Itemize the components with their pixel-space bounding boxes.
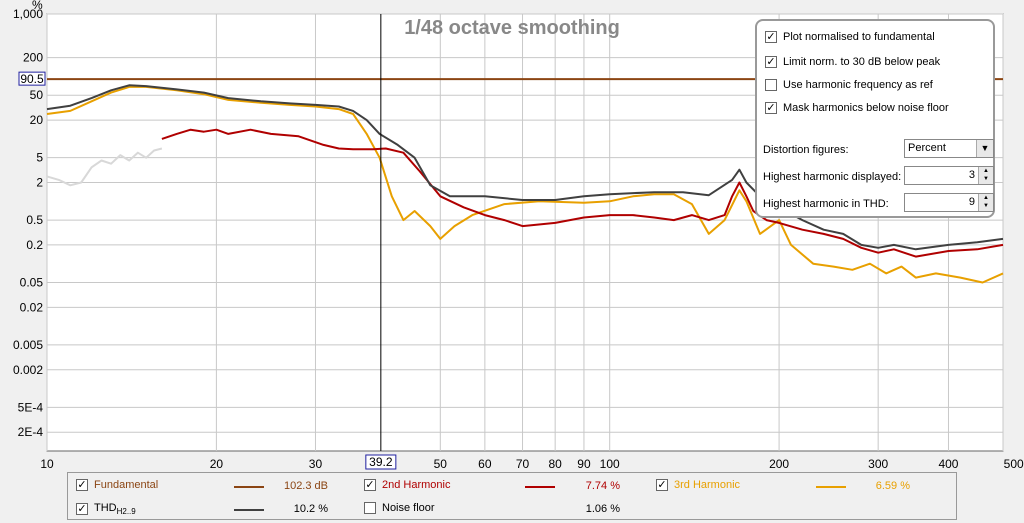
- legend-noise-floor[interactable]: Noise floor: [364, 502, 435, 514]
- x-tick-label: 300: [868, 457, 888, 470]
- checkbox-icon[interactable]: ✓: [364, 478, 376, 491]
- checkbox-icon[interactable]: ✓: [76, 502, 88, 516]
- series-line-thd: [46, 84, 1004, 251]
- y-unit-label: %: [32, 0, 43, 12]
- option-label: Limit norm. to 30 dB below peak: [783, 56, 941, 68]
- legend-label: Fundamental: [94, 479, 159, 491]
- option-mask-harmonics[interactable]: ✓ Mask harmonics below noise floor: [765, 102, 949, 114]
- checkbox-icon[interactable]: ✓: [656, 478, 668, 491]
- x-tick-label: 60: [478, 457, 492, 470]
- x-tick-label: 90: [577, 457, 591, 470]
- option-label: Mask harmonics below noise floor: [783, 102, 949, 114]
- spinner-value: 9: [968, 196, 975, 208]
- x-tick-label: 400: [938, 457, 958, 470]
- highest-displayed-spinner[interactable]: 3 ▲ ▼: [904, 166, 994, 185]
- chevron-down-icon[interactable]: ▼: [976, 140, 993, 157]
- legend-swatch: [234, 486, 264, 488]
- series-line-2nd-harmonic: [161, 128, 1004, 258]
- select-value: Percent: [908, 142, 946, 154]
- legend-label: THDH2..9: [94, 502, 136, 517]
- y-tick-label: 20: [30, 113, 44, 127]
- y-tick-label: 0.02: [20, 300, 44, 314]
- cursor-x-box: [365, 454, 397, 470]
- checkbox-icon[interactable]: [364, 502, 376, 514]
- legend-value: 6.59 %: [875, 480, 910, 492]
- y-tick-label: 2: [36, 175, 43, 189]
- highest-displayed-label: Highest harmonic displayed:: [763, 171, 902, 183]
- x-tick-label: 20: [210, 457, 224, 470]
- y-tick-label: 2E-4: [18, 425, 44, 439]
- highest-thd-spinner[interactable]: 9 ▲ ▼: [904, 193, 994, 212]
- legend: ✓ Fundamental 102.3 dB ✓ 2nd Harmonic 7.…: [67, 472, 957, 520]
- legend-value: 7.74 %: [585, 480, 620, 492]
- options-panel: ✓ Plot normalised to fundamental ✓ Limit…: [755, 19, 995, 218]
- x-tick-label: 50: [434, 457, 448, 470]
- legend-swatch: [816, 486, 846, 488]
- distortion-figures-label: Distortion figures:: [763, 144, 849, 156]
- legend-value: 1.06 %: [585, 503, 620, 515]
- chart-title: 1/48 octave smoothing: [404, 17, 620, 39]
- x-tick-label: 10: [40, 457, 54, 470]
- legend-2nd-harmonic[interactable]: ✓ 2nd Harmonic: [364, 479, 450, 491]
- cursor-x-label: 39.2: [369, 455, 393, 469]
- y-tick-label: 0.002: [13, 363, 43, 377]
- spinner-value: 3: [968, 169, 975, 181]
- option-harmonic-freq-ref[interactable]: Use harmonic frequency as ref: [765, 79, 933, 91]
- legend-value: 10.2 %: [293, 503, 328, 515]
- y-tick-label: 0.5: [26, 213, 43, 227]
- series-line-noise-floor: [46, 147, 163, 187]
- x-ticks: 10 20 30 50 60 70 80 90 100 200 300 400 500Hz: [40, 457, 1024, 470]
- checkbox-icon[interactable]: ✓: [765, 55, 777, 68]
- checkbox-icon[interactable]: ✓: [765, 30, 777, 43]
- legend-thd[interactable]: ✓ THDH2..9: [76, 502, 136, 516]
- option-plot-normalised[interactable]: ✓ Plot normalised to fundamental: [765, 31, 935, 43]
- cursor-y-box: [18, 71, 46, 86]
- series-line-3rd-harmonic: [46, 85, 1004, 284]
- legend-label: 3rd Harmonic: [674, 479, 741, 491]
- legend-3rd-harmonic[interactable]: ✓ 3rd Harmonic: [656, 479, 740, 491]
- cursor-y-label: 90.5: [20, 72, 44, 86]
- legend-fundamental[interactable]: ✓ Fundamental: [76, 479, 158, 491]
- x-tick-label: 80: [548, 457, 562, 470]
- y-tick-label: 50: [30, 88, 44, 102]
- legend-swatch: [234, 509, 264, 511]
- x-tick-label: 200: [769, 457, 789, 470]
- highest-thd-label: Highest harmonic in THD:: [763, 198, 889, 210]
- distortion-figures-select[interactable]: Percent ▼: [904, 139, 994, 158]
- legend-label: 2nd Harmonic: [382, 479, 451, 491]
- option-label: Plot normalised to fundamental: [783, 31, 935, 43]
- y-ticks: 1,000 200 50 20 5 2 0.5 0.2 0.05 0.02 0.005 0.002 5E…: [13, 7, 43, 439]
- y-tick-label: 1,000: [13, 7, 43, 21]
- x-tick-label: 70: [516, 457, 530, 470]
- legend-swatch: [525, 486, 555, 488]
- checkbox-icon[interactable]: ✓: [765, 101, 777, 114]
- x-tick-label: 500Hz: [1004, 457, 1024, 470]
- x-tick-label: 30: [309, 457, 323, 470]
- x-tick-label: 100: [600, 457, 620, 470]
- legend-value: 102.3 dB: [283, 480, 328, 492]
- checkbox-icon[interactable]: ✓: [76, 478, 88, 491]
- y-tick-label: 5E-4: [18, 400, 44, 414]
- option-limit-norm[interactable]: ✓ Limit norm. to 30 dB below peak: [765, 56, 940, 68]
- y-tick-label: 0.05: [20, 276, 44, 290]
- y-tick-label: 0.005: [13, 338, 43, 352]
- y-tick-label: 0.2: [26, 238, 43, 252]
- spinner-arrows-icon[interactable]: ▲ ▼: [978, 167, 993, 184]
- spinner-arrows-icon[interactable]: ▲ ▼: [978, 194, 993, 211]
- checkbox-icon[interactable]: [765, 79, 777, 91]
- y-tick-label: 5: [36, 151, 43, 165]
- legend-label: Noise floor: [382, 502, 435, 514]
- y-tick-label: 200: [23, 51, 43, 65]
- option-label: Use harmonic frequency as ref: [783, 79, 933, 91]
